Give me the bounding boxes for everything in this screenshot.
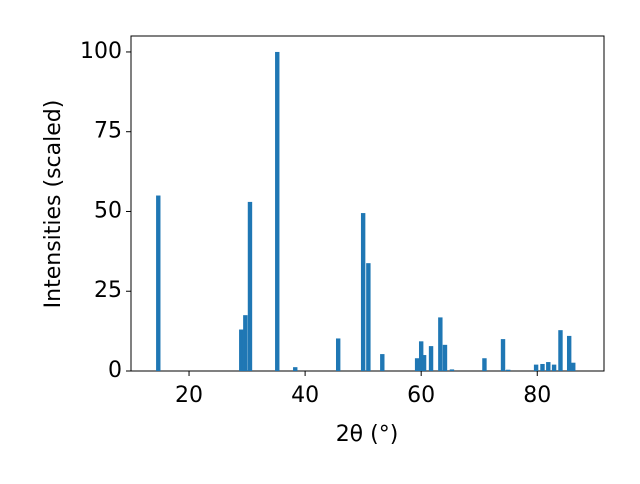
bar: [558, 330, 563, 371]
x-axis-label: 2θ (°): [336, 422, 399, 447]
bar: [293, 367, 298, 371]
y-tick-label: 25: [94, 278, 122, 303]
bar: [428, 346, 434, 371]
x-tick-label: 20: [175, 383, 203, 408]
x-tick-label: 40: [291, 383, 319, 408]
bar: [335, 338, 341, 371]
bar: [482, 358, 487, 371]
bar: [275, 51, 280, 371]
bar: [156, 195, 161, 371]
y-tick-label: 100: [80, 39, 122, 64]
x-tick-label: 80: [523, 383, 551, 408]
bar: [243, 315, 248, 371]
bar: [360, 213, 366, 371]
bar: [442, 344, 448, 371]
y-axis-label: Intensities (scaled): [41, 100, 66, 309]
bar: [366, 263, 371, 371]
bar: [506, 369, 511, 371]
y-tick-label: 0: [108, 358, 122, 383]
bar: [239, 329, 244, 371]
y-tick-label: 50: [94, 198, 122, 223]
bar: [449, 369, 455, 371]
bar: [533, 364, 539, 371]
x-tick-label: 60: [407, 383, 435, 408]
y-tick-label: 75: [94, 119, 122, 144]
bar: [551, 364, 557, 371]
bar: [566, 335, 572, 371]
bar: [500, 339, 506, 371]
bar: [421, 355, 427, 371]
bar: [571, 362, 576, 371]
bar: [414, 358, 420, 371]
bar: [247, 201, 253, 371]
bar: [540, 363, 545, 371]
bar: [546, 362, 551, 371]
bar: [380, 354, 385, 371]
bar: [418, 341, 424, 371]
bar: [438, 317, 443, 371]
